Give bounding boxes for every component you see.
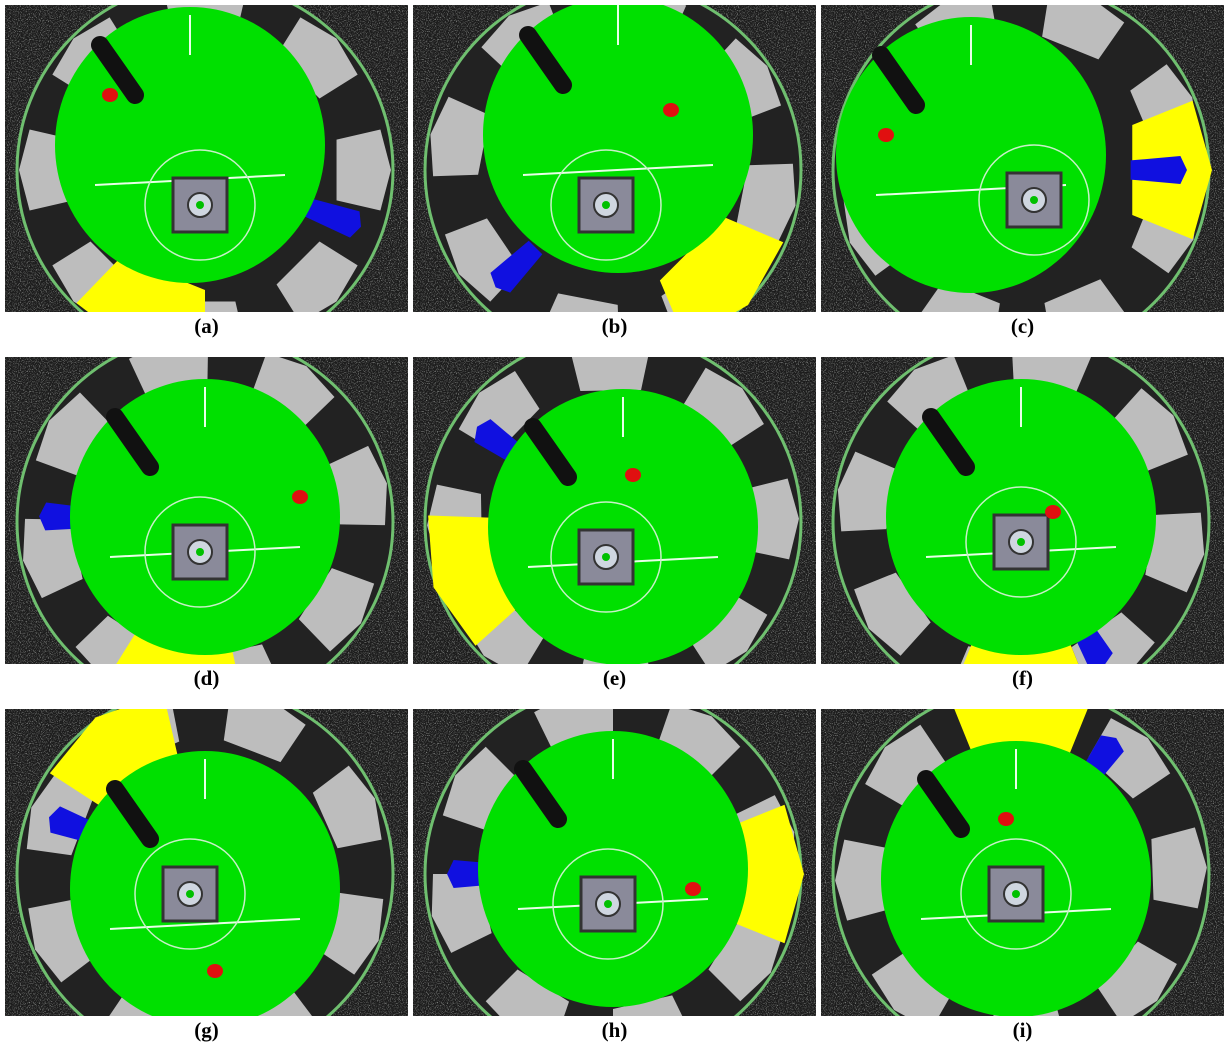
panel: (f) xyxy=(821,334,1224,713)
panel: (i) xyxy=(821,683,1224,1045)
panel-caption: (d) xyxy=(194,666,220,690)
robot-dot xyxy=(196,548,204,556)
ball xyxy=(998,812,1014,826)
ball xyxy=(1045,505,1061,519)
robot-dot xyxy=(1030,196,1038,204)
panel-image xyxy=(5,686,408,1045)
robot-dot xyxy=(602,553,610,561)
panel-image xyxy=(413,334,816,710)
panel: (h) xyxy=(413,686,816,1045)
robot-dot xyxy=(196,201,204,209)
panel-image xyxy=(413,0,816,358)
robot-dot xyxy=(604,900,612,908)
ball xyxy=(292,490,308,504)
panel-image xyxy=(413,686,816,1045)
panel-image xyxy=(821,334,1224,713)
robot-dot xyxy=(1017,538,1025,546)
panel-caption: (b) xyxy=(602,314,628,338)
panel: (d) xyxy=(5,334,408,710)
robot-dot xyxy=(186,890,194,898)
ball xyxy=(878,128,894,142)
panel-caption: (h) xyxy=(602,1018,628,1042)
ball xyxy=(102,88,118,102)
panel-caption: (c) xyxy=(1011,314,1034,338)
panel-caption: (a) xyxy=(194,314,219,338)
wall-segment xyxy=(337,130,391,211)
ball xyxy=(663,103,679,117)
panel-caption: (g) xyxy=(194,1018,219,1042)
robot-dot xyxy=(602,201,610,209)
panel: (a) xyxy=(5,0,408,358)
panel: (g) xyxy=(5,686,408,1045)
ball xyxy=(685,882,701,896)
panel-image xyxy=(5,334,408,710)
ball xyxy=(207,964,223,978)
ball xyxy=(625,468,641,482)
panel-image xyxy=(821,683,1224,1045)
panel-image xyxy=(5,0,408,358)
panel-caption: (i) xyxy=(1013,1018,1033,1042)
figure: (a) (b) (c) (d) (e) (f) (g) (h) (i) xyxy=(0,0,1229,1045)
robot-dot xyxy=(1012,890,1020,898)
panel-image xyxy=(821,0,1224,358)
panel-caption: (f) xyxy=(1012,666,1033,690)
panel: (e) xyxy=(413,334,816,710)
panel-caption: (e) xyxy=(603,666,626,690)
panel: (c) xyxy=(821,0,1224,358)
blue-goal xyxy=(1131,156,1187,184)
wall-segment xyxy=(569,336,650,391)
panel: (b) xyxy=(413,0,816,358)
